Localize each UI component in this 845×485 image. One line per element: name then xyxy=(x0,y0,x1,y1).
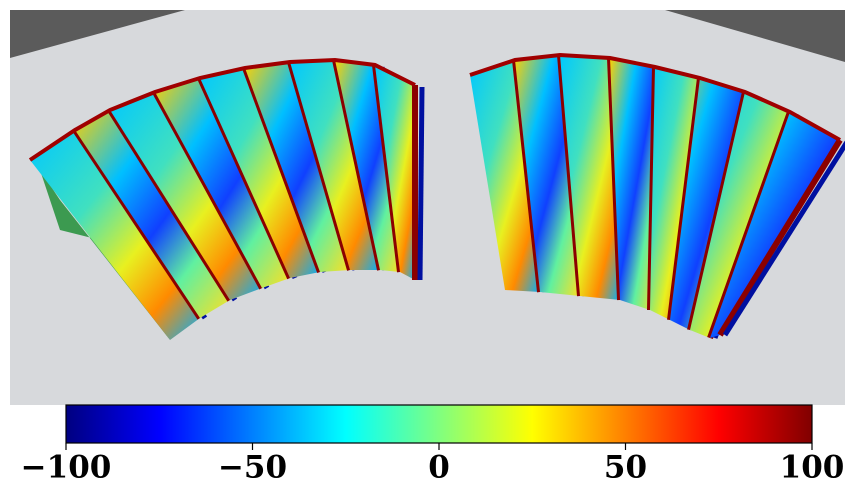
tick-label: 50 xyxy=(604,450,647,485)
shroud xyxy=(469,52,841,142)
blade-shadow xyxy=(417,86,425,281)
blade xyxy=(670,78,745,330)
rotor-fields xyxy=(28,52,845,340)
blade-shadow xyxy=(722,140,845,337)
blade xyxy=(245,62,350,272)
blade xyxy=(375,65,415,280)
blade xyxy=(110,92,262,300)
blade xyxy=(335,60,400,272)
blade xyxy=(30,130,200,340)
floor-shadow xyxy=(665,10,845,62)
blade xyxy=(200,68,320,278)
tick-label: 0 xyxy=(428,450,450,485)
tick-label: 100 xyxy=(780,450,845,485)
blade xyxy=(610,58,655,310)
blade xyxy=(690,92,790,338)
blade xyxy=(470,60,540,292)
colorbar xyxy=(65,404,813,444)
blade xyxy=(155,78,290,288)
tick-label: −100 xyxy=(21,450,112,485)
blade xyxy=(560,55,620,300)
blade xyxy=(75,110,230,318)
blade-edge xyxy=(717,138,843,337)
tick-label: −50 xyxy=(218,450,287,485)
blade xyxy=(290,60,380,270)
colorbar-ticks: −100 −50 0 50 100 xyxy=(21,443,845,485)
blade xyxy=(650,67,700,320)
shroud xyxy=(28,57,416,162)
blade xyxy=(710,112,840,338)
floor-shadow xyxy=(10,10,185,58)
